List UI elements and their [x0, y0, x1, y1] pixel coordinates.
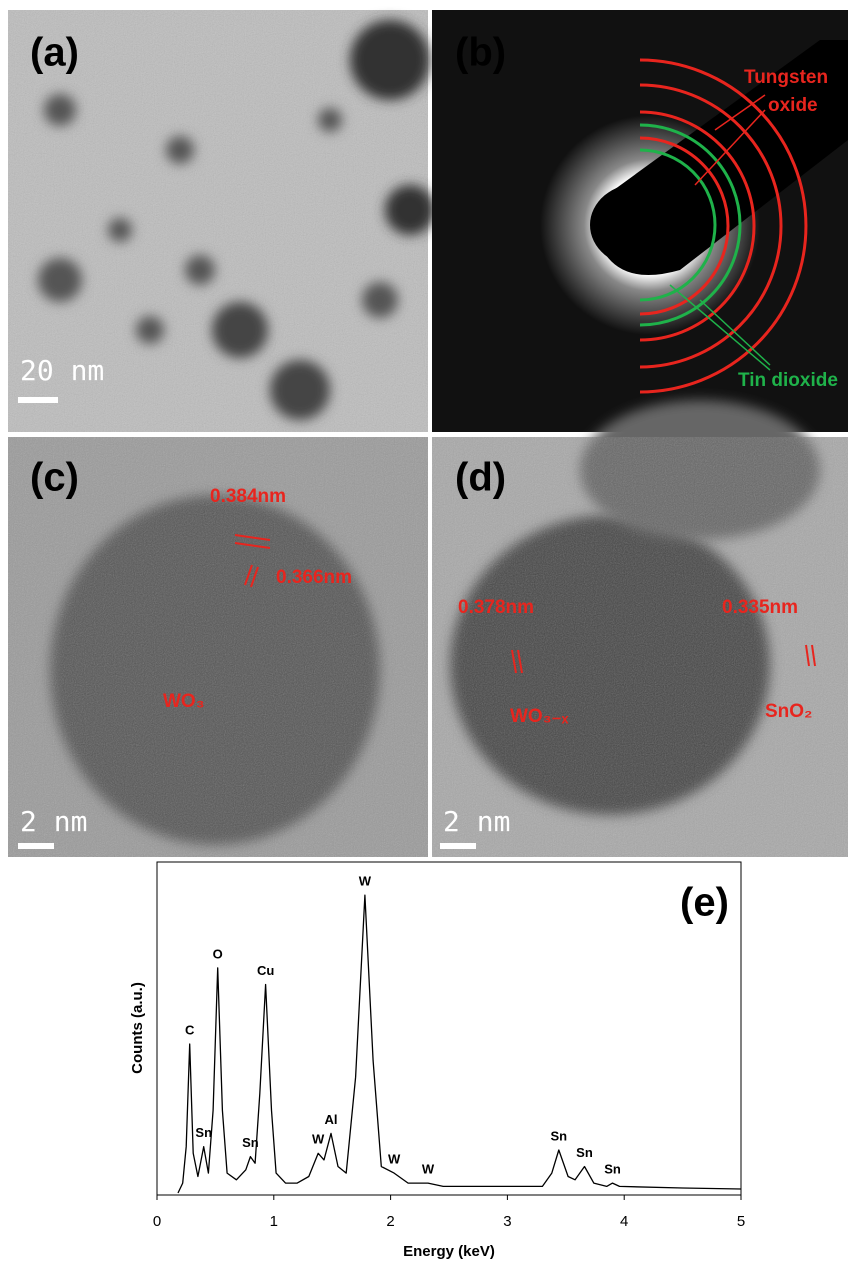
panel-c: (c) 0.384nm 0.366nm WO₃ 2 nm — [8, 437, 428, 857]
peak-label: Al — [325, 1112, 338, 1127]
panel-label: (d) — [455, 456, 506, 500]
peak-label: Sn — [195, 1125, 212, 1140]
x-tick-label: 1 — [270, 1213, 278, 1230]
annotation: SnO₂ — [765, 701, 813, 722]
panel-label: (c) — [30, 456, 79, 500]
annotation: 0.335nm — [722, 597, 798, 618]
x-tick-label: 5 — [737, 1213, 745, 1230]
peak-label: W — [312, 1132, 325, 1147]
panel-d: (d) 0.378nm 0.335nm WO₃₋ₓ SnO₂ 2 nm — [432, 400, 848, 857]
x-tick-label: 0 — [153, 1213, 161, 1230]
peak-label: O — [213, 946, 223, 961]
peak-label: Sn — [576, 1145, 593, 1160]
y-axis-label: Counts (a.u.) — [129, 982, 146, 1074]
figure: (a) 20 nm (b) Tungsten oxide Tin dioxide… — [0, 0, 848, 1266]
x-tick-label: 3 — [503, 1213, 511, 1230]
scale-bar-label: 2 nm — [20, 805, 87, 838]
annotation: 0.384nm — [210, 486, 286, 507]
peak-label: W — [388, 1152, 401, 1167]
annotation: 0.366nm — [276, 567, 352, 588]
peak-label: Cu — [257, 963, 274, 978]
annotation: 0.378nm — [458, 597, 534, 618]
peak-label: W — [359, 874, 372, 889]
scale-bar-label: 2 nm — [443, 805, 510, 838]
spectrum-line — [178, 895, 741, 1193]
x-axis-label: Energy (keV) — [403, 1243, 495, 1260]
x-tick-label: 4 — [620, 1213, 628, 1230]
panel-label: (b) — [455, 31, 506, 75]
panel-label: (e) — [680, 881, 729, 925]
scale-bar-label: 20 nm — [20, 354, 104, 387]
peak-label: W — [422, 1162, 435, 1177]
panel-label: (a) — [30, 31, 79, 75]
panel-a: (a) 20 nm — [8, 10, 435, 432]
peak-label: C — [185, 1022, 195, 1037]
annotation: oxide — [768, 95, 818, 116]
annotation: WO₃ — [163, 691, 205, 712]
peak-label: Sn — [242, 1135, 259, 1150]
peak-label: Sn — [604, 1162, 621, 1177]
peak-label: Sn — [550, 1128, 567, 1143]
panel-b: (b) Tungsten oxide Tin dioxide — [432, 10, 848, 432]
x-tick-label: 2 — [386, 1213, 394, 1230]
annotation: Tungsten — [744, 67, 828, 88]
chart: (e) Energy (keV) Counts (a.u.) 0 1 2 3 4 5 C Sn… — [129, 862, 745, 1260]
annotation: Tin dioxide — [738, 370, 838, 391]
annotation: WO₃₋ₓ — [510, 706, 569, 727]
